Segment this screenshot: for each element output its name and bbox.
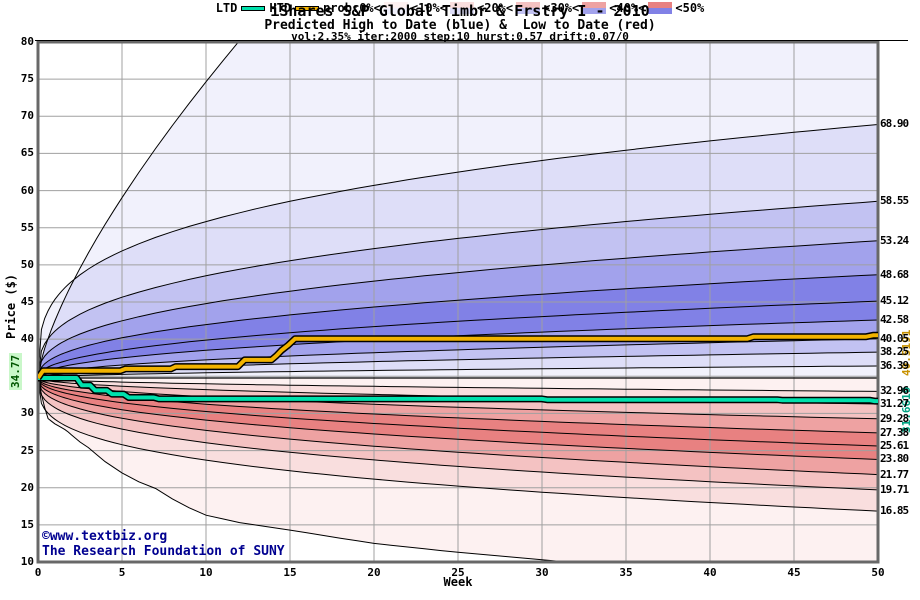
right-value-label: 45.12 <box>880 294 909 308</box>
legend-prob-swatch <box>383 2 408 14</box>
chart-params: vol:2.35% iter:2000 step:10 hurst:0.57 d… <box>291 30 629 43</box>
x-tick-label: 10 <box>199 566 213 579</box>
legend-ltd-swatch <box>241 5 266 11</box>
chart-subtitle: Predicted High to Date (blue) & Low to D… <box>264 18 656 33</box>
y-tick-label: 40 <box>20 332 34 346</box>
legend-prob-label: <10%< <box>410 1 447 15</box>
right-value-label: 48.68 <box>880 267 909 281</box>
y-tick-label: 60 <box>20 183 34 197</box>
right-value-label: 23.80 <box>880 452 909 466</box>
right-value-label: 40.05 <box>880 331 909 345</box>
plot-border <box>36 40 880 564</box>
right-value-label: 53.24 <box>880 233 909 247</box>
y-tick-label: 65 <box>20 146 34 160</box>
right-value-label: 32.96 <box>880 384 909 398</box>
right-value-label: 25.61 <box>880 439 909 453</box>
x-tick-label: 50 <box>871 566 885 579</box>
x-tick-label: 15 <box>283 566 297 579</box>
y-tick-label: 10 <box>20 555 34 568</box>
x-tick-label: 45 <box>787 566 801 579</box>
legend-prob-label: <30%< <box>543 1 580 15</box>
legend-prob-swatch <box>648 2 673 14</box>
x-tick-label: 30 <box>535 566 549 579</box>
legend-prob-swatch <box>450 2 474 14</box>
right-value-label: 16.85 <box>880 504 909 518</box>
y-tick-label: 20 <box>20 480 34 494</box>
watermark-foundation: The Research Foundation of SUNY <box>42 544 285 559</box>
gridlines <box>38 42 878 562</box>
y-tick-label: 70 <box>20 109 34 123</box>
y-tick-label: 75 <box>20 72 34 86</box>
start-price-annotation: 34.77 <box>9 352 22 390</box>
x-tick-label: 20 <box>367 566 381 579</box>
right-value-label: 21.77 <box>880 467 909 481</box>
y-tick-label: 45 <box>20 295 34 308</box>
right-value-label: 38.25 <box>880 345 909 359</box>
y-tick-label: 30 <box>20 406 34 420</box>
right-value-label: 36.39 <box>880 358 909 372</box>
series-lines <box>38 331 878 405</box>
right-value-label: 27.38 <box>880 425 909 439</box>
legend: LTD HTD prob:0%< <10%< <20%< <30%< <40%< <50% <box>0 0 920 16</box>
y-tick-label: 50 <box>20 257 34 271</box>
x-tick-label: 0 <box>34 566 42 579</box>
x-tick-label: 35 <box>619 566 633 579</box>
htd-line <box>38 333 878 380</box>
legend-prob-label: <40%< <box>609 1 646 15</box>
right-value-label: 68.90 <box>880 117 909 131</box>
right-value-label: 31.27 <box>880 396 909 410</box>
x-tick-label: 5 <box>118 566 126 579</box>
legend-htd-label: HTD <box>269 1 292 15</box>
legend-prob-label: prob:0%< <box>323 1 381 15</box>
y-tick-label: 15 <box>20 517 34 531</box>
right-value-label: 42.58 <box>880 312 909 326</box>
ltd-line <box>38 376 878 404</box>
x-axis-label: Week <box>443 575 473 589</box>
legend-prob-label: <20%< <box>477 1 514 15</box>
chart-title: iShares S&P Global Timbr & Frstry I - 20… <box>270 2 650 20</box>
legend-prob-swatch <box>516 2 541 14</box>
x-tick-label: 25 <box>451 566 465 579</box>
right-value-label: 29.28 <box>880 411 909 425</box>
legend-htd-swatch <box>295 5 320 11</box>
right-value-label: 58.55 <box>880 194 909 208</box>
legend-prob-swatch <box>582 2 607 14</box>
legend-prob-label: <50% <box>675 1 705 15</box>
right-value-label: 19.71 <box>880 482 909 496</box>
x-tick-label: 40 <box>703 566 717 579</box>
y-tick-label: 25 <box>20 443 34 457</box>
y-tick-label: 55 <box>20 220 34 234</box>
legend-ltd-label: LTD <box>215 1 238 15</box>
header-rule <box>35 40 908 41</box>
y-tick-label: 80 <box>20 35 34 48</box>
watermark-copyright: ©www.textbiz.org <box>42 529 168 544</box>
